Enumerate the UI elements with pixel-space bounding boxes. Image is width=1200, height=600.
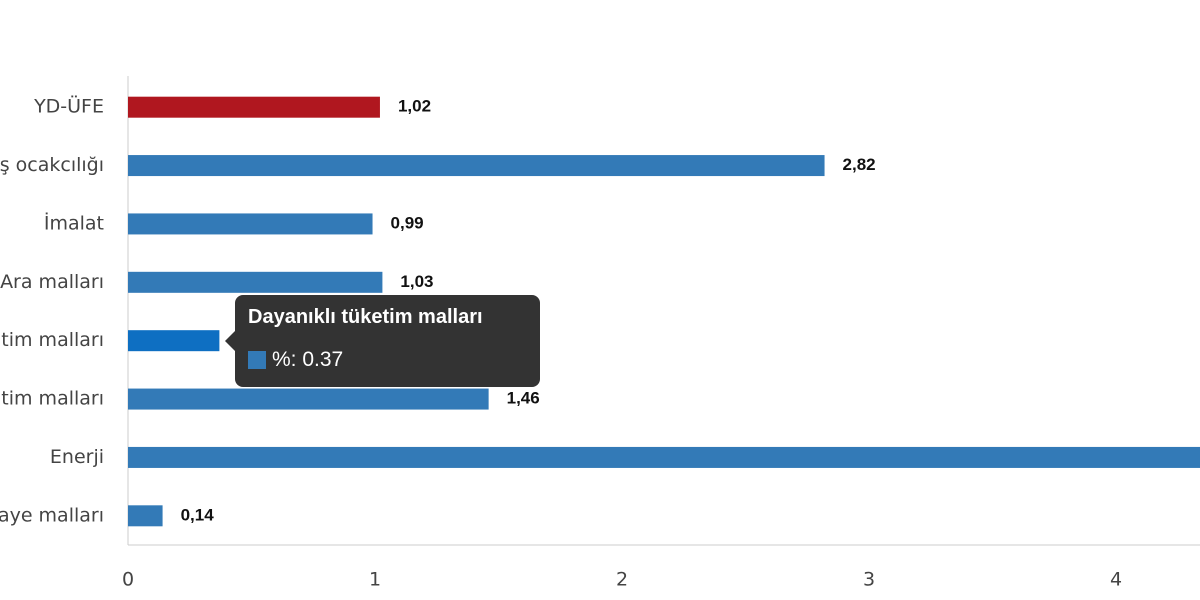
bar [128,155,825,177]
tooltip-row: %: 0.37 [248,348,343,372]
tooltip: Dayanıklı tüketim malları %: 0.37 [225,295,540,387]
category-label: aye malları [0,504,104,526]
category-label: İmalat [44,211,104,234]
category-label: Enerji [50,446,104,468]
bar [128,330,220,352]
x-tick-label: 3 [863,569,875,591]
bar [128,96,380,118]
x-tick-label: 2 [616,569,628,591]
tooltip-swatch [248,351,266,369]
bar [128,446,1200,468]
value-label: 1,02 [398,97,431,116]
tooltip-text: %: 0.37 [272,348,344,371]
value-label: 0,14 [181,505,215,524]
x-tick-label: 1 [369,569,381,591]
category-label: tim malları [1,329,104,351]
x-tick-label: 4 [1110,569,1122,591]
bar [128,388,489,410]
category-label: ş ocakcılığı [0,154,104,176]
x-tick-label: 0 [122,569,134,591]
value-label: 2,82 [843,155,876,174]
value-label: 1,46 [507,389,540,408]
value-label: 1,03 [400,272,433,291]
value-label: 0,99 [391,213,424,232]
tooltip-title: Dayanıklı tüketim malları [248,306,483,328]
bar [128,213,373,235]
category-label: tim malları [1,388,104,410]
category-label: YD-ÜFE [33,95,104,118]
category-label: Ara malları [0,271,104,293]
bar [128,505,163,527]
bar [128,271,383,293]
